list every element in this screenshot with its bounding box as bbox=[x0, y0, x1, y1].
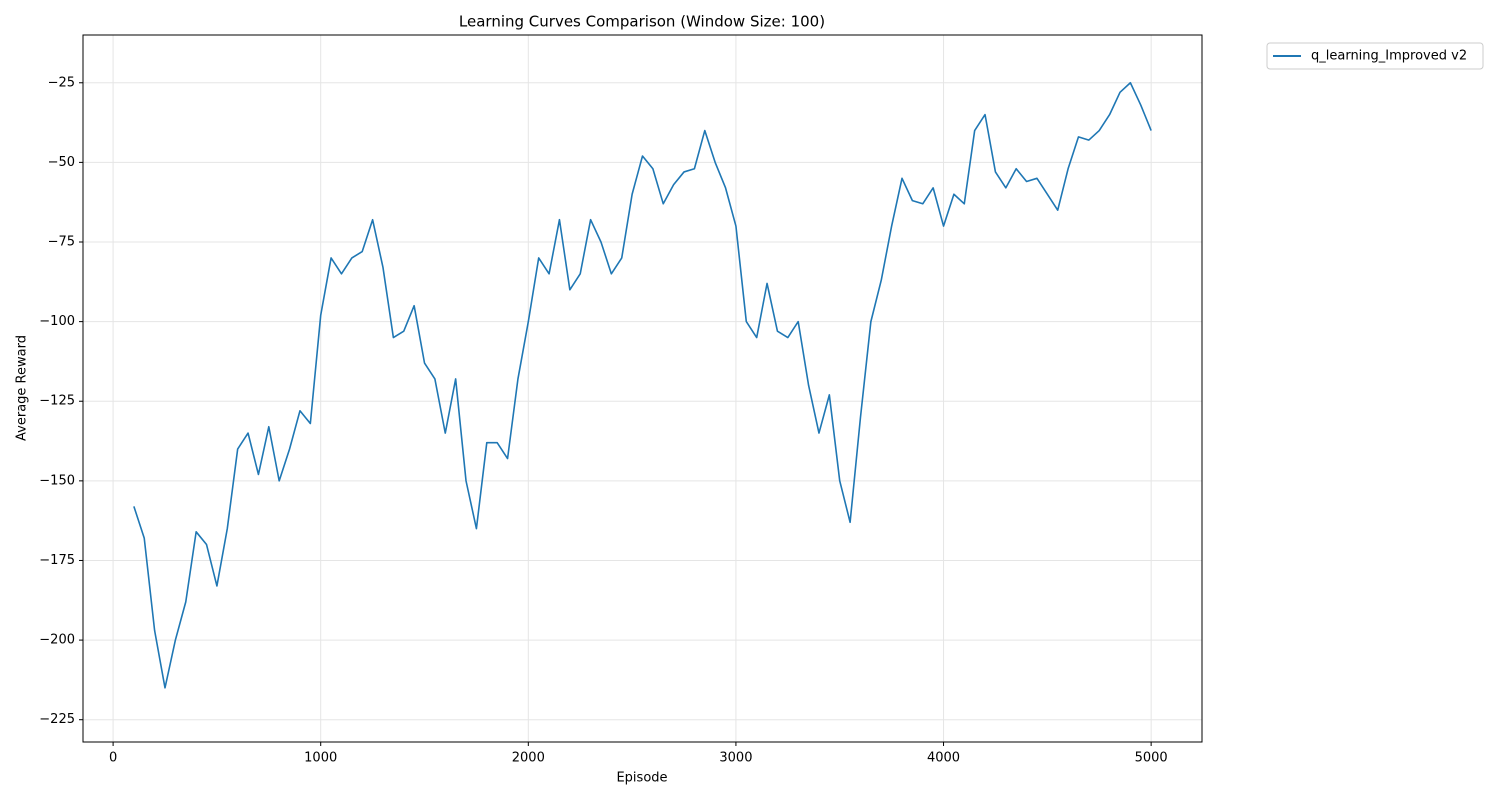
y-tick-label: −150 bbox=[39, 473, 75, 488]
x-axis-label: Episode bbox=[616, 771, 667, 786]
y-tick-label: −225 bbox=[39, 712, 75, 727]
x-tick-label: 5000 bbox=[1135, 751, 1168, 766]
x-tick-label: 2000 bbox=[512, 751, 545, 766]
x-tick-label: 0 bbox=[109, 751, 117, 766]
y-tick-label: −200 bbox=[39, 633, 75, 648]
x-tick-label: 1000 bbox=[304, 751, 337, 766]
y-tick-label: −25 bbox=[48, 75, 75, 90]
y-tick-label: −75 bbox=[48, 235, 75, 250]
y-tick-label: −100 bbox=[39, 314, 75, 329]
data-line bbox=[133, 81, 1152, 689]
y-tick-label: −175 bbox=[39, 553, 75, 568]
x-tick-label: 3000 bbox=[719, 751, 752, 766]
chart-title: Learning Curves Comparison (Window Size:… bbox=[459, 13, 825, 31]
legend-box bbox=[1266, 42, 1484, 70]
y-tick-label: −125 bbox=[39, 394, 75, 409]
legend-label: q_learning_Improved v2 bbox=[1311, 49, 1467, 64]
x-tick-label: 4000 bbox=[927, 751, 960, 766]
y-tick-label: −50 bbox=[48, 155, 75, 170]
plot-frame bbox=[82, 34, 1203, 743]
y-axis-label: Average Reward bbox=[15, 335, 30, 441]
